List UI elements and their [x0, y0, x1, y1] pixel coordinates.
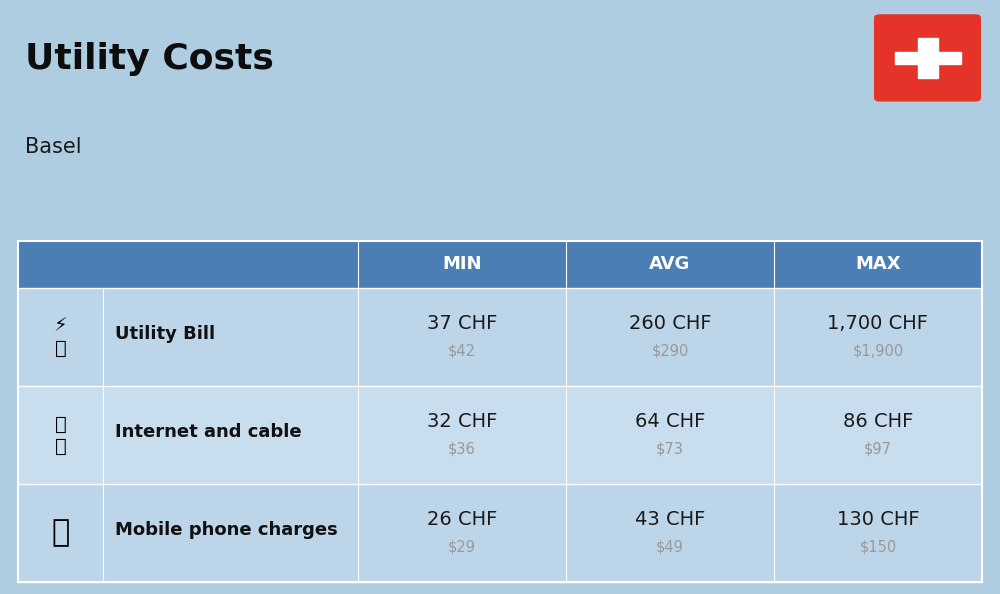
Text: MAX: MAX	[855, 255, 901, 273]
Text: 37 CHF: 37 CHF	[427, 314, 497, 333]
Bar	[18, 484, 982, 582]
Text: 26 CHF: 26 CHF	[427, 510, 497, 529]
Text: Utility Bill: Utility Bill	[115, 325, 215, 343]
Text: MIN: MIN	[442, 255, 482, 273]
Text: $49: $49	[656, 539, 684, 554]
Text: $97: $97	[864, 441, 892, 456]
Text: 64 CHF: 64 CHF	[635, 412, 705, 431]
Text: $150: $150	[859, 539, 897, 554]
Text: 📶
🖨: 📶 🖨	[55, 415, 66, 456]
Text: $1,900: $1,900	[852, 343, 904, 358]
Bar	[918, 38, 938, 78]
Text: 260 CHF: 260 CHF	[629, 314, 711, 333]
Text: 1,700 CHF: 1,700 CHF	[827, 314, 928, 333]
Text: Utility Costs: Utility Costs	[25, 42, 274, 75]
Text: 32 CHF: 32 CHF	[427, 412, 497, 431]
Text: 86 CHF: 86 CHF	[843, 412, 913, 431]
Text: $36: $36	[448, 441, 476, 456]
Text: Mobile phone charges: Mobile phone charges	[115, 521, 338, 539]
Bar	[895, 52, 960, 64]
FancyBboxPatch shape	[874, 14, 981, 102]
Text: ⚡
🔧: ⚡ 🔧	[54, 317, 67, 358]
Text: $42: $42	[448, 343, 476, 358]
Text: 📱: 📱	[51, 519, 70, 548]
Text: 43 CHF: 43 CHF	[635, 510, 705, 529]
Bar	[18, 386, 982, 484]
Text: $73: $73	[656, 441, 684, 456]
Text: 130 CHF: 130 CHF	[837, 510, 919, 529]
Bar	[18, 288, 982, 386]
Text: Basel: Basel	[25, 137, 82, 157]
Bar	[18, 241, 982, 288]
Text: $29: $29	[448, 539, 476, 554]
Text: $290: $290	[651, 343, 689, 358]
Text: Internet and cable: Internet and cable	[115, 423, 302, 441]
Text: AVG: AVG	[649, 255, 691, 273]
Bar	[18, 241, 982, 582]
